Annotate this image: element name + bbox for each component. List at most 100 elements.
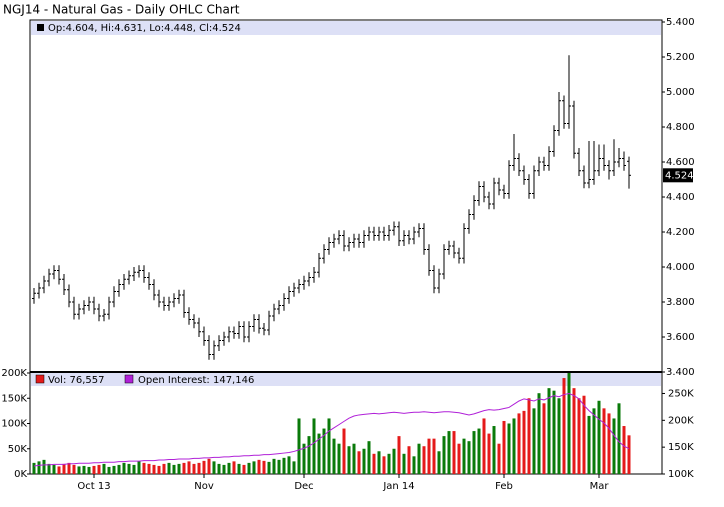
volume-bar [337, 443, 341, 474]
volume-bar [237, 463, 241, 474]
y-tick-label: 5.200 [666, 52, 695, 63]
volume-bar [192, 463, 196, 474]
volume-bar [502, 420, 506, 474]
volume-bar [32, 462, 36, 474]
volume-bar [577, 398, 581, 474]
volume-bar [202, 460, 206, 474]
volume-bar [527, 398, 531, 474]
volume-bar [497, 443, 501, 474]
volume-bar [287, 456, 291, 474]
x-tick-label: Jan 14 [382, 481, 414, 492]
volume-bar [452, 431, 456, 474]
volume-bar [607, 413, 611, 474]
volume-bar [547, 388, 551, 474]
volume-bar [532, 408, 536, 474]
volume-bar [37, 461, 41, 474]
volume-bar [137, 461, 141, 474]
chart-title: NGJ14 - Natural Gas - Daily OHLC Chart [3, 3, 240, 17]
y-tick-label: 3.400 [666, 367, 695, 378]
last-price-label: 4.524 [665, 170, 694, 181]
volume-bar [622, 426, 626, 474]
legend-swatch [35, 374, 45, 384]
volume-bar [142, 462, 146, 474]
volume-bar [567, 373, 571, 474]
volume-bar [67, 462, 71, 474]
volume-bar [132, 464, 136, 474]
volume-bar [322, 428, 326, 474]
y-tick-label: 0K [14, 469, 27, 480]
volume-bar [172, 464, 176, 474]
volume-bar [292, 461, 296, 474]
volume-bar [227, 462, 231, 474]
volume-bar [587, 415, 591, 474]
volume-bar [257, 459, 261, 474]
volume-bar [407, 446, 411, 474]
volume-bar [312, 418, 316, 474]
legend-entry: Vol: 76,557 [48, 375, 105, 386]
volume-bar [222, 464, 226, 474]
volume-bar [317, 433, 321, 474]
volume-bar [347, 446, 351, 474]
volume-bar [427, 438, 431, 474]
x-tick-label: Oct 13 [77, 481, 110, 492]
volume-bar [182, 462, 186, 474]
volume-bar [57, 466, 61, 474]
legend-band [31, 21, 661, 35]
volume-bar [542, 403, 546, 474]
last-price-box [663, 168, 693, 183]
volume-bar [207, 458, 211, 474]
volume-bar [362, 448, 366, 474]
volume-bar [107, 466, 111, 474]
volume-bar [522, 410, 526, 474]
volume-bar [167, 462, 171, 474]
volume-bar [392, 448, 396, 474]
volume-bar [442, 436, 446, 474]
volume-bar [187, 461, 191, 474]
x-tick-label: Mar [590, 481, 610, 492]
volume-bar [92, 465, 96, 474]
volume-bar [357, 451, 361, 474]
volume-bar [367, 441, 371, 474]
volume-bar [47, 463, 51, 474]
volume-bar [212, 461, 216, 474]
y-tick-label: 4.400 [666, 192, 695, 203]
volume-bar [217, 463, 221, 474]
plot-frame [29, 19, 663, 475]
volume-bar [602, 408, 606, 474]
volume-bar [327, 418, 331, 474]
volume-bar [557, 398, 561, 474]
volume-bar [512, 418, 516, 474]
y-tick-label: 200K [1, 368, 27, 379]
y-tick-label: 4.600 [666, 157, 695, 168]
volume-bar [457, 443, 461, 474]
y-tick-label: 3.800 [666, 297, 695, 308]
volume-bar [372, 453, 376, 474]
volume-bar [77, 466, 81, 474]
y2-tick-label: 200K [668, 415, 694, 426]
legend-entry: Open Interest: 147,146 [138, 375, 254, 386]
y2-tick-label: 150K [668, 442, 694, 453]
y2-tick-label: 100K [668, 469, 694, 480]
volume-bar [467, 441, 471, 474]
volume-bar [482, 418, 486, 474]
volume-bar [197, 462, 201, 474]
volume-bar [582, 395, 586, 474]
y-tick-label: 50K [8, 444, 28, 455]
volume-bar [117, 464, 121, 474]
volume-bar [262, 460, 266, 474]
volume-bar [552, 390, 556, 474]
volume-bar [72, 464, 76, 474]
volume-bar [332, 438, 336, 474]
volume-bar [102, 463, 106, 474]
volume-bar [177, 463, 181, 474]
volume-bar [62, 463, 66, 474]
x-tick-label: Nov [194, 481, 214, 492]
volume-bar [387, 453, 391, 474]
volume-bar [617, 403, 621, 474]
volume-bar [487, 433, 491, 474]
volume-bar [572, 388, 576, 474]
volume-bar [422, 446, 426, 474]
volume-bar [277, 459, 281, 474]
volume-bar [432, 438, 436, 474]
